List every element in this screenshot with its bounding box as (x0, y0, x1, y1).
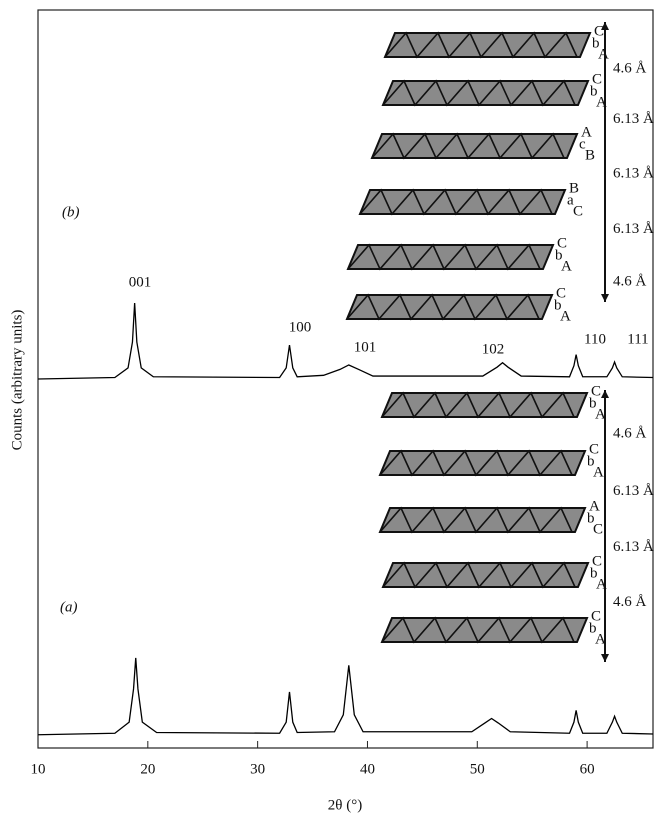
layer-slab (381, 80, 590, 106)
arrow-head (601, 390, 609, 398)
stacking-letter: a (567, 192, 574, 208)
peak-label: 102 (482, 341, 505, 357)
stacking-letter: C (591, 383, 601, 399)
layer-spacing: 4.6 Å (613, 60, 647, 76)
layer-spacing: 4.6 Å (613, 594, 647, 610)
stacking-letter: A (560, 308, 571, 324)
stacking-letter: C (594, 23, 604, 39)
layer-spacing: 6.13 Å (613, 483, 654, 499)
x-tick-label: 40 (360, 761, 375, 777)
layer-slab (358, 189, 567, 215)
x-tick-label: 30 (250, 761, 265, 777)
stacking-letter: C (556, 285, 566, 301)
layer-spacing: 6.13 Å (613, 111, 654, 127)
layer-slab (381, 562, 590, 588)
stacking-letter: b (555, 247, 563, 263)
stacking-letter: A (598, 46, 609, 62)
stacking-letter: b (587, 510, 595, 526)
octahedra (347, 243, 541, 271)
octahedra (371, 132, 565, 160)
stacking-letter: A (595, 631, 606, 647)
stacking-letter: C (592, 553, 602, 569)
x-tick-label: 10 (31, 761, 46, 777)
stacking-letter: B (585, 147, 595, 163)
stacking-letter: b (590, 83, 598, 99)
stacking-letter: A (593, 464, 604, 480)
stacking-letter: B (569, 180, 579, 196)
layer-spacing: 6.13 Å (613, 539, 654, 555)
peak-label: 101 (354, 339, 377, 355)
layer-slab (383, 32, 592, 58)
peak-label: 110 (584, 331, 606, 347)
stacking-letter: A (596, 94, 607, 110)
stacking-letter: A (595, 406, 606, 422)
panel-label: (b) (62, 204, 80, 220)
stacking-letter: C (573, 203, 583, 219)
x-tick-label: 60 (580, 761, 595, 777)
xrd-trace (37, 657, 654, 736)
stacking-letter: c (579, 136, 586, 152)
octahedra (384, 31, 578, 59)
peak-label: 001 (129, 274, 152, 290)
layer-slab (378, 450, 587, 476)
arrow-head (601, 654, 609, 662)
layer-spacing: 4.6 Å (613, 425, 647, 441)
panel-label: (a) (60, 599, 78, 615)
octahedra (346, 293, 540, 321)
layer-spacing: 6.13 Å (613, 221, 654, 237)
octahedra (359, 188, 553, 216)
stacking-letter: A (596, 576, 607, 592)
peak-label: 111 (627, 331, 648, 347)
stacking-letter: b (592, 35, 600, 51)
octahedra (379, 449, 573, 477)
layer-spacing: 4.6 Å (613, 273, 647, 289)
stacking-letter: C (591, 608, 601, 624)
x-tick-label: 20 (140, 761, 155, 777)
layer-slab (378, 507, 587, 533)
xrd-trace (37, 302, 654, 380)
octahedra (381, 391, 575, 419)
layer-slab (380, 392, 589, 418)
arrow-head (601, 22, 609, 30)
octahedra (381, 616, 575, 644)
octahedra (382, 561, 576, 589)
stacking-letter: C (592, 71, 602, 87)
peak-label: 100 (289, 319, 312, 335)
layer-spacing: 6.13 Å (613, 165, 654, 181)
stacking-letter: A (581, 124, 592, 140)
stacking-letter: b (554, 297, 562, 313)
x-tick-label: 50 (470, 761, 485, 777)
layer-slab (380, 617, 589, 643)
stacking-letter: C (557, 235, 567, 251)
stacking-letter: A (589, 498, 600, 514)
octahedra (379, 506, 573, 534)
layer-slab (370, 133, 579, 159)
stacking-letter: C (593, 521, 603, 537)
octahedra (382, 79, 576, 107)
layer-slab (346, 244, 555, 270)
arrow-head (601, 294, 609, 302)
stacking-letter: b (587, 453, 595, 469)
stacking-letter: C (589, 441, 599, 457)
x-axis-label: 2θ (°) (328, 797, 362, 813)
stacking-letter: b (589, 620, 597, 636)
stacking-letter: A (561, 258, 572, 274)
stacking-letter: b (590, 565, 598, 581)
layer-slab (345, 294, 554, 320)
stacking-letter: b (589, 395, 597, 411)
y-axis-label: Counts (arbitrary units) (9, 310, 25, 451)
